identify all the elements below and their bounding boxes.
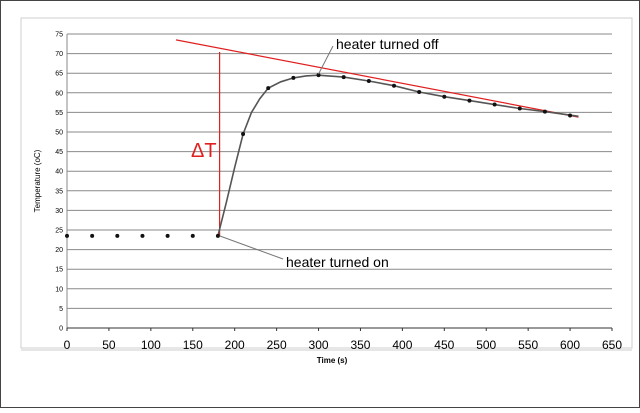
y-tick-label: 55 [55,110,63,117]
y-tick-label: 60 [55,90,63,97]
x-tick-label: 200 [225,338,245,352]
data-point [442,94,447,99]
x-tick-label: 350 [350,338,370,352]
y-tick-label: 10 [55,286,63,293]
data-point [291,75,296,80]
x-tick-label: 0 [64,338,71,352]
y-tick-label: 45 [55,149,63,156]
annotation-leader [318,45,334,75]
data-point [417,90,422,95]
data-point [140,233,145,238]
data-point [392,83,396,88]
delta-t-label: ΔT [191,140,217,162]
data-point [215,233,220,238]
x-tick-label: 400 [392,338,412,352]
x-tick-label: 300 [309,338,329,352]
y-tick-label: 5 [59,306,63,313]
x-tick-label: 450 [434,338,454,352]
annotation-heater-on: heater turned on [286,254,389,270]
data-point [492,102,497,107]
data-point [115,233,120,238]
extrapolation-line [175,39,579,118]
y-tick-label: 70 [55,51,63,58]
x-tick-label: 250 [267,338,287,352]
y-tick-label: 25 [55,228,63,235]
y-tick-label: 0 [59,326,63,333]
y-tick-label: 65 [55,71,63,78]
annotation-leader [219,235,284,260]
y-tick-label: 75 [55,32,63,39]
data-point [542,109,547,114]
y-tick-label: 15 [55,267,63,274]
data-point [266,86,271,91]
data-point [316,73,321,78]
data-point [65,233,69,238]
y-tick-label: 20 [55,247,63,254]
data-point [341,75,346,80]
y-axis-label: Temperature (oC) [33,149,42,212]
data-point [90,233,95,238]
data-point [568,113,573,118]
y-tick-label: 35 [55,188,63,195]
y-tick-label: 30 [55,208,63,215]
data-point [190,233,195,238]
x-tick-label: 100 [141,338,161,352]
data-point [366,79,371,84]
x-tick-label: 550 [518,338,538,352]
data-point [517,106,522,111]
x-tick-label: 650 [602,338,622,352]
data-point [165,233,170,238]
annotation-heater-off: heater turned off [336,36,439,52]
x-tick-label: 50 [102,338,116,352]
x-tick-label: 500 [476,338,496,352]
data-point [467,98,472,103]
y-tick-label: 50 [55,130,63,137]
data-point [241,131,246,136]
y-tick-label: 40 [55,169,63,176]
x-tick-label: 150 [183,338,203,352]
x-tick-label: 600 [560,338,580,352]
x-axis-label: Time (s) [317,356,348,365]
